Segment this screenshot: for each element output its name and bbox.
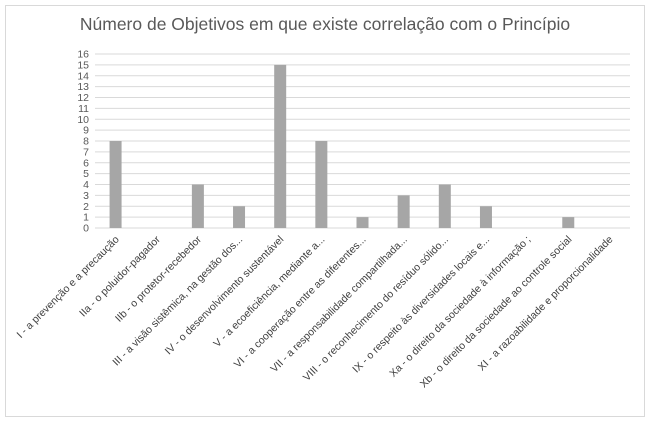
bar xyxy=(191,184,204,228)
y-tick-label: 1 xyxy=(83,212,89,224)
bar xyxy=(438,184,451,228)
bar xyxy=(233,206,246,228)
y-tick-label: 5 xyxy=(83,168,89,180)
y-tick-label: 2 xyxy=(83,201,89,213)
bar xyxy=(109,141,122,228)
y-tick-label: 6 xyxy=(83,157,89,169)
y-tick-label: 12 xyxy=(77,92,89,104)
y-tick-label: 11 xyxy=(78,103,89,115)
gridlines xyxy=(95,53,630,229)
y-tick-label: 10 xyxy=(77,114,89,126)
bar xyxy=(356,217,369,228)
bar xyxy=(479,206,492,228)
bar xyxy=(315,141,328,228)
x-tick-label: Xb - o direito da sociedade ao controle … xyxy=(418,234,575,391)
y-tick-label: 13 xyxy=(77,81,89,93)
y-tick-label: 15 xyxy=(77,59,89,71)
y-tick-label: 4 xyxy=(83,179,89,191)
y-tick-label: 0 xyxy=(83,223,89,235)
bar xyxy=(562,217,575,228)
y-tick-label: 8 xyxy=(83,136,89,148)
y-tick-label: 3 xyxy=(83,190,89,202)
bar xyxy=(274,64,287,228)
x-tick-label: Xa - o direito da sociedade à informação… xyxy=(387,234,533,380)
y-tick-label: 14 xyxy=(77,70,89,82)
bar xyxy=(397,195,410,228)
chart-title: Número de Objetivos em que existe correl… xyxy=(79,14,571,34)
y-tick-label: 9 xyxy=(83,125,89,137)
y-tick-label: 7 xyxy=(83,146,89,158)
x-tick-label: IIa - o poluidor-pagador xyxy=(77,233,163,319)
y-tick-label: 16 xyxy=(77,49,89,61)
x-tick-label: VIII - o reconhecimento do resíduo sólid… xyxy=(301,234,451,384)
bars xyxy=(109,64,575,228)
